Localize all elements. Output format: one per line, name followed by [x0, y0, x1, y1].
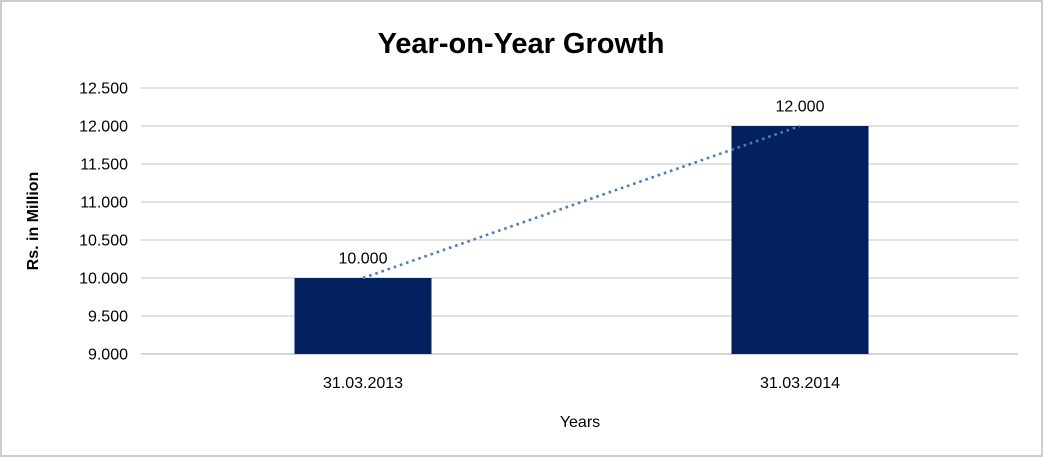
- y-tick-label: 12.000: [79, 119, 128, 136]
- bar-series: [294, 126, 869, 354]
- y-axis-title: Rs. in Million: [25, 172, 42, 271]
- bar-value-label: 10.000: [339, 251, 388, 268]
- y-tick-label: 10.500: [79, 233, 128, 250]
- y-tick-label: 11.000: [80, 195, 128, 212]
- y-axis-tick-labels: 9.000 9.500 10.000 10.500 11.000 11.500 12.000…: [79, 81, 128, 364]
- bar: [731, 126, 869, 354]
- y-tick-label: 9.000: [88, 347, 128, 364]
- y-tick-label: 10.000: [79, 271, 128, 288]
- x-axis-category-labels: 31.03.2013 31.03.2014: [323, 375, 840, 392]
- y-tick-label: 12.500: [79, 81, 128, 98]
- chart-title: Year-on-Year Growth: [378, 28, 665, 60]
- x-axis-title: Years: [560, 414, 600, 431]
- x-category-label: 31.03.2014: [760, 375, 840, 392]
- x-category-label: 31.03.2013: [323, 375, 403, 392]
- gridlines: [141, 87, 1018, 355]
- trend-line-group: [362, 124, 801, 280]
- trend-line: [362, 124, 801, 280]
- y-tick-label: 9.500: [88, 309, 128, 326]
- bar-value-labels: 10.000 12.000: [339, 99, 825, 268]
- bar: [294, 278, 432, 354]
- y-tick-label: 11.500: [80, 157, 128, 174]
- bar-value-label: 12.000: [776, 99, 825, 116]
